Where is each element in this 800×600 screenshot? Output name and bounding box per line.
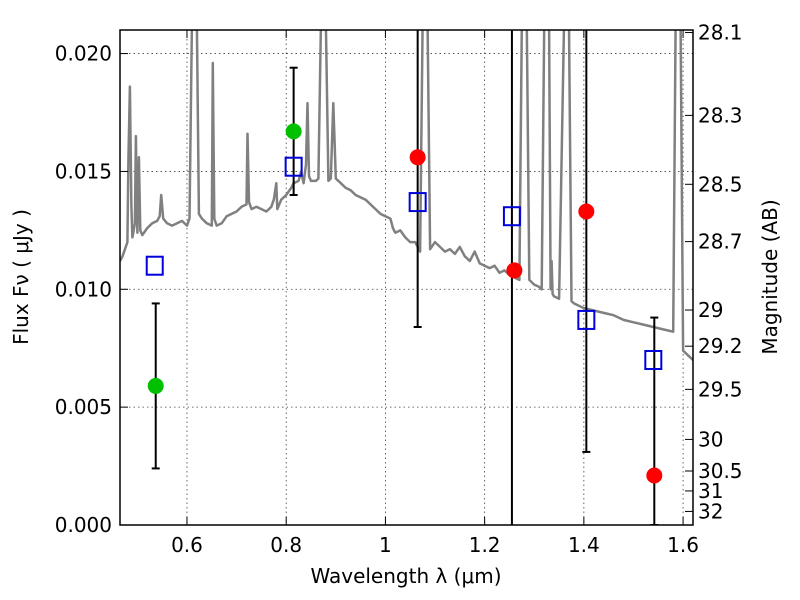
gridlines — [120, 30, 693, 526]
x-tick-label: 1.6 — [667, 533, 699, 557]
magnitude-tick-label: 31 — [698, 479, 723, 503]
model-photometry-square — [408, 192, 427, 213]
magnitude-tick-label: 28.3 — [698, 103, 743, 127]
y-axis-label: Flux Fν ( μJy ) — [9, 209, 33, 345]
magnitude-tick-label: 28.7 — [698, 230, 743, 254]
detection-point — [646, 467, 663, 484]
detection-point — [409, 149, 426, 166]
model-photometry-square — [577, 309, 596, 330]
y-tick-label: 0.020 — [55, 42, 112, 66]
model-photometry-square — [145, 255, 164, 276]
magnitude-tick-label: 28.5 — [698, 172, 743, 196]
y2-axis-label: Magnitude (AB) — [758, 199, 782, 354]
x-tick-label: 1.2 — [469, 533, 501, 557]
axes: 0.6 0.8 1 1.2 1.4 1.6 0.000 0.005 0.010 0.015 0.02… — [55, 21, 743, 557]
x-tick-label: 0.8 — [270, 533, 302, 557]
y-tick-label: 0.000 — [55, 513, 112, 537]
x-tick-label: 0.6 — [171, 533, 203, 557]
model-photometry-square — [502, 206, 521, 227]
magnitude-tick-label: 29.2 — [698, 334, 743, 358]
x-tick-label: 1 — [379, 533, 392, 557]
x-axis-label: Wavelength λ (μm) — [310, 564, 501, 588]
sed-model-line — [120, 30, 693, 361]
magnitude-tick-label: 32 — [698, 499, 723, 523]
magnitude-tick-label: 29.5 — [698, 377, 743, 401]
magnitude-tick-label: 29 — [698, 298, 723, 322]
y-tick-label: 0.005 — [55, 395, 112, 419]
model-photometry-square — [284, 156, 303, 177]
detection-point — [578, 203, 595, 220]
y-tick-label: 0.010 — [55, 277, 112, 301]
detection-point — [147, 377, 164, 394]
y-tick-label: 0.015 — [55, 159, 112, 183]
x-tick-label: 1.4 — [568, 533, 600, 557]
magnitude-tick-label: 28.1 — [698, 21, 743, 45]
detection-point — [285, 123, 302, 140]
magnitude-tick-label: 30.5 — [698, 459, 743, 483]
magnitude-tick-label: 30 — [698, 427, 723, 451]
plot-frame — [119, 29, 694, 526]
detection-point — [506, 262, 523, 279]
model-photometry-square — [644, 350, 663, 370]
plot-area — [120, 30, 693, 525]
